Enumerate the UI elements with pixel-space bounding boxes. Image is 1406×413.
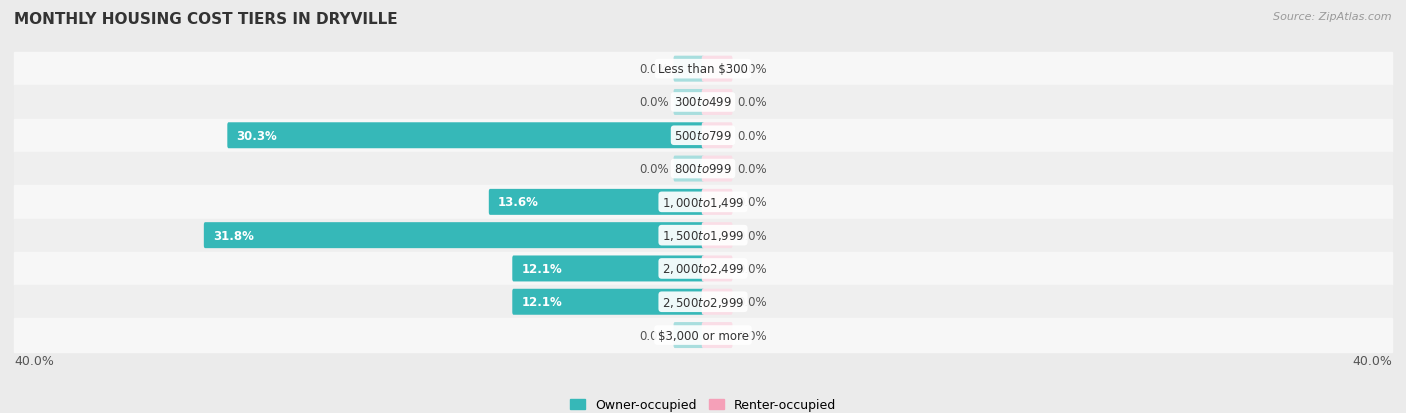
FancyBboxPatch shape [228, 123, 704, 149]
Text: 0.0%: 0.0% [638, 329, 669, 342]
Bar [14, 319, 1392, 352]
FancyBboxPatch shape [489, 190, 704, 215]
FancyBboxPatch shape [512, 256, 704, 282]
Text: 0.0%: 0.0% [638, 63, 669, 76]
Text: 0.0%: 0.0% [638, 96, 669, 109]
Text: 40.0%: 40.0% [1353, 354, 1392, 368]
FancyBboxPatch shape [702, 57, 733, 83]
FancyBboxPatch shape [702, 190, 733, 215]
Text: Source: ZipAtlas.com: Source: ZipAtlas.com [1274, 12, 1392, 22]
FancyBboxPatch shape [702, 156, 733, 182]
Text: 0.0%: 0.0% [638, 163, 669, 176]
FancyBboxPatch shape [204, 223, 704, 249]
Text: 12.1%: 12.1% [522, 262, 562, 275]
Text: $3,000 or more: $3,000 or more [658, 329, 748, 342]
FancyBboxPatch shape [673, 57, 704, 83]
Text: 40.0%: 40.0% [14, 354, 53, 368]
Text: 13.6%: 13.6% [498, 196, 538, 209]
Bar [14, 219, 1392, 252]
Bar [14, 285, 1392, 319]
Text: $300 to $499: $300 to $499 [673, 96, 733, 109]
FancyBboxPatch shape [702, 289, 733, 315]
Bar [14, 252, 1392, 285]
Text: 0.0%: 0.0% [738, 63, 768, 76]
Text: $2,000 to $2,499: $2,000 to $2,499 [662, 262, 744, 276]
Text: 0.0%: 0.0% [738, 163, 768, 176]
Text: Less than $300: Less than $300 [658, 63, 748, 76]
Text: 0.0%: 0.0% [738, 229, 768, 242]
FancyBboxPatch shape [673, 90, 704, 116]
Text: 0.0%: 0.0% [738, 262, 768, 275]
Bar [14, 86, 1392, 119]
FancyBboxPatch shape [673, 156, 704, 182]
Text: $2,500 to $2,999: $2,500 to $2,999 [662, 295, 744, 309]
Bar [14, 152, 1392, 186]
Bar [14, 119, 1392, 152]
Text: MONTHLY HOUSING COST TIERS IN DRYVILLE: MONTHLY HOUSING COST TIERS IN DRYVILLE [14, 12, 398, 27]
Bar [14, 53, 1392, 86]
Text: $1,500 to $1,999: $1,500 to $1,999 [662, 229, 744, 242]
FancyBboxPatch shape [512, 289, 704, 315]
FancyBboxPatch shape [673, 322, 704, 348]
Legend: Owner-occupied, Renter-occupied: Owner-occupied, Renter-occupied [565, 393, 841, 413]
Text: 0.0%: 0.0% [738, 329, 768, 342]
Text: $1,000 to $1,499: $1,000 to $1,499 [662, 195, 744, 209]
Text: 0.0%: 0.0% [738, 96, 768, 109]
FancyBboxPatch shape [702, 90, 733, 116]
Text: 0.0%: 0.0% [738, 129, 768, 142]
FancyBboxPatch shape [702, 123, 733, 149]
Text: 0.0%: 0.0% [738, 196, 768, 209]
Text: 31.8%: 31.8% [212, 229, 254, 242]
Bar [14, 186, 1392, 219]
FancyBboxPatch shape [702, 322, 733, 348]
Text: 12.1%: 12.1% [522, 296, 562, 309]
Text: $800 to $999: $800 to $999 [673, 163, 733, 176]
FancyBboxPatch shape [702, 256, 733, 282]
Text: 0.0%: 0.0% [738, 296, 768, 309]
Text: $500 to $799: $500 to $799 [673, 129, 733, 142]
FancyBboxPatch shape [702, 223, 733, 249]
Text: 30.3%: 30.3% [236, 129, 277, 142]
